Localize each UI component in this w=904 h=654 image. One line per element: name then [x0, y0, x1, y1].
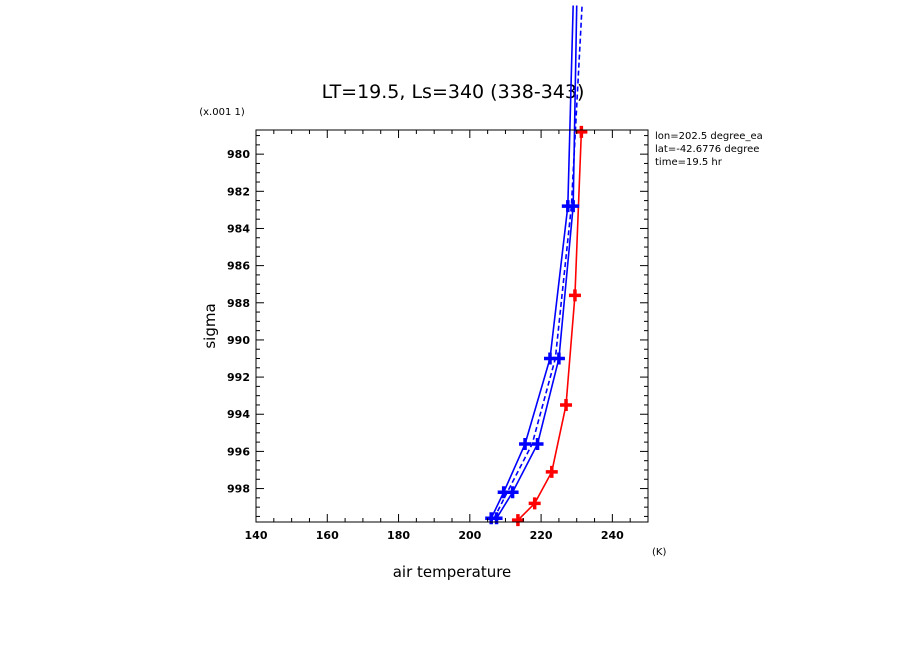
x-tick-label: 240 — [601, 529, 624, 542]
y-tick-label: 990 — [227, 334, 250, 347]
x-tick-label: 140 — [245, 529, 268, 542]
x-tick-label: 220 — [530, 529, 553, 542]
x-tick-label: 160 — [316, 529, 339, 542]
series-3-point-marker — [506, 486, 519, 499]
y-tick-label: 984 — [227, 222, 250, 235]
series-3-point-marker — [567, 200, 580, 213]
series-1-point-marker — [568, 289, 581, 302]
x-axis-ticks: 140 160 180 200 220 240 — [245, 130, 649, 542]
series-layer — [485, 5, 588, 527]
annotations: lon=202.5 degree_ea lat=-42.6776 degree ti… — [655, 131, 763, 168]
y-axis-label: sigma — [201, 303, 219, 348]
annotation-line: lon=202.5 degree_ea — [655, 131, 763, 142]
y-tick-label: 996 — [227, 445, 250, 458]
y-axis-ticks: 980 982 984 986 988 990 992 994 996 998 — [227, 135, 648, 517]
series-3-point-marker — [531, 437, 544, 450]
series-1-point-marker — [528, 497, 541, 510]
y-tick-label: 992 — [227, 371, 250, 384]
series-1-point-marker — [511, 514, 524, 527]
y-tick-label: 980 — [227, 148, 250, 161]
y-tick-label: 988 — [227, 297, 250, 310]
chart-title: LT=19.5, Ls=340 (338-343) — [322, 81, 585, 103]
series-line-4 — [493, 5, 583, 519]
plot-frame — [255, 129, 649, 523]
y-tick-label: 986 — [227, 260, 250, 273]
y-tick-label: 994 — [227, 408, 250, 421]
series-line-2 — [490, 5, 574, 519]
series-2-point-marker — [519, 437, 532, 450]
x-tick-label: 200 — [458, 529, 481, 542]
annotation-line: lat=-42.6776 degree — [655, 144, 759, 155]
x-tick-label: 180 — [387, 529, 410, 542]
series-1-point-marker — [575, 125, 588, 138]
series-line-1 — [517, 131, 583, 521]
y-tick-label: 998 — [227, 483, 250, 496]
series-line-3 — [495, 5, 578, 519]
x-axis-units: (K) — [652, 547, 666, 558]
y-scale-note: (x.001 1) — [199, 107, 245, 118]
annotation-line: time=19.5 hr — [655, 157, 723, 168]
series-1-point-marker — [545, 465, 558, 478]
y-tick-label: 982 — [227, 185, 250, 198]
series-1-point-marker — [560, 398, 573, 411]
x-axis-label: air temperature — [393, 563, 512, 581]
